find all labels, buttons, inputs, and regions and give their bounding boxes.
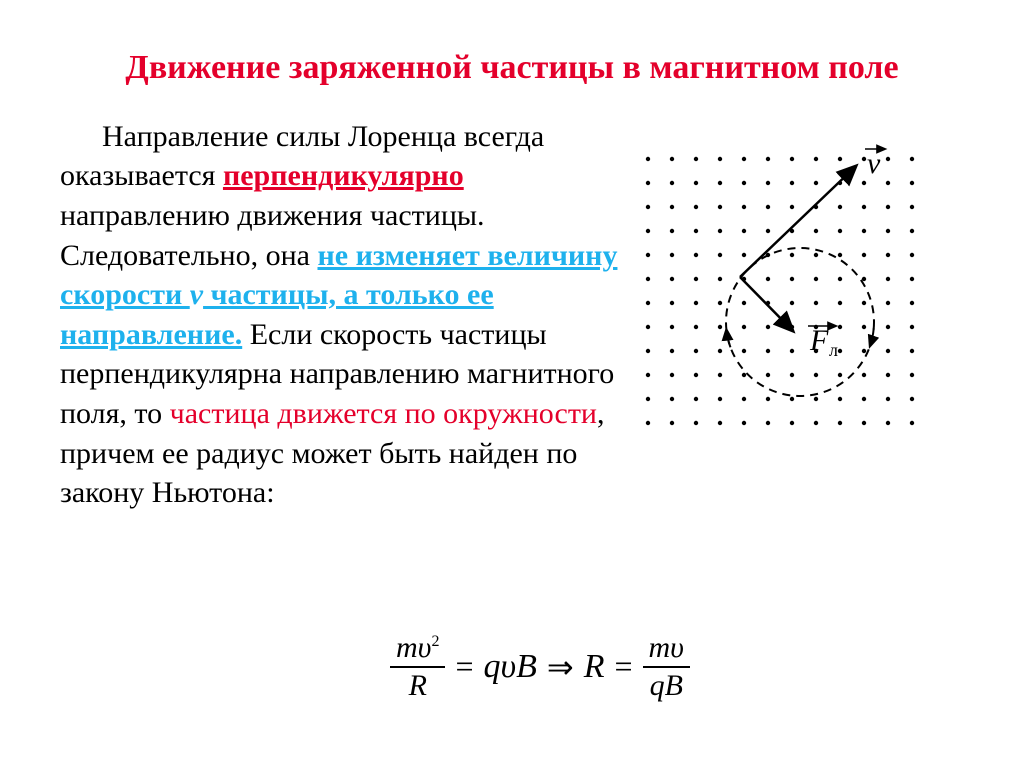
numerator: mυ2	[390, 632, 445, 668]
page-title: Движение заряженной частицы в магнитном …	[0, 0, 1024, 89]
var-m: m	[396, 631, 418, 664]
numerator: mυ	[643, 632, 690, 668]
velocity-vector	[740, 167, 855, 277]
body-paragraph: Направление силы Лоренца всегда оказывае…	[60, 117, 620, 513]
denominator: qB	[644, 668, 689, 702]
term-qvb: qυB	[484, 648, 537, 686]
equals-sign: =	[614, 648, 632, 685]
label-f-sub: л	[829, 340, 838, 360]
denominator: R	[403, 668, 433, 702]
var-r: R	[584, 648, 605, 686]
implies-arrow-icon: ⇒	[547, 648, 574, 686]
var-v: υ	[418, 631, 432, 664]
label-f: F	[809, 324, 829, 357]
emphasis-cyan-italic: v	[190, 278, 203, 311]
fraction-lhs: mυ2 R	[390, 632, 445, 701]
superscript: 2	[431, 633, 439, 650]
force-vector	[740, 277, 792, 330]
emphasis-red: перпендикулярно	[223, 159, 464, 192]
dot-grid	[646, 157, 914, 425]
field-diagram: v F л	[630, 137, 950, 447]
formula: mυ2 R = qυB ⇒ R = mυ qB	[390, 632, 690, 701]
circle-arrow-icon	[870, 328, 874, 346]
equals-sign: =	[455, 648, 473, 685]
label-v: v	[867, 147, 881, 180]
fraction-rhs: mυ qB	[643, 632, 690, 701]
content-row: Направление силы Лоренца всегда оказывае…	[0, 89, 1024, 513]
circle-arrow-icon	[726, 330, 730, 348]
emphasis-red-plain: частица движется по окружности	[170, 397, 597, 430]
